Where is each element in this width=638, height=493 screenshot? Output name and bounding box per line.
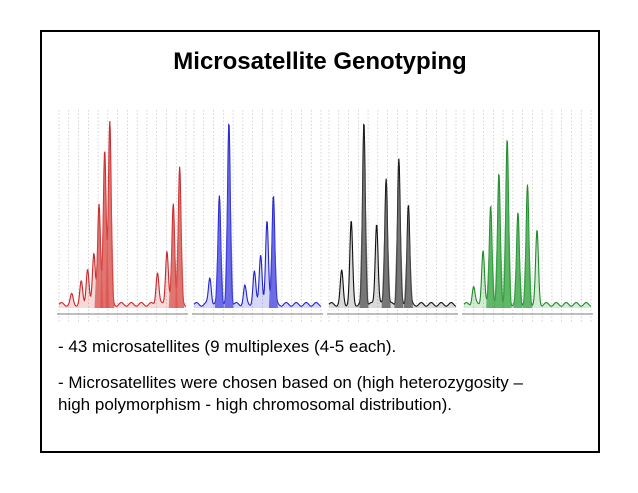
peak-red-9	[168, 207, 178, 308]
peak-black-6	[403, 207, 413, 308]
peak-black-2	[359, 125, 369, 308]
bullet-selection-criteria: - Microsatellites were chosen based on (…	[58, 372, 523, 416]
trace-fill-blue	[194, 124, 321, 308]
peak-red-6	[105, 125, 115, 308]
slide-frame: Microsatellite Genotyping - 43 microsate…	[40, 30, 600, 453]
peak-green-4	[502, 144, 512, 308]
trace-line-green	[463, 140, 592, 307]
peak-blue-7	[268, 198, 278, 308]
electropherogram-traces	[57, 110, 593, 322]
bullet-microsatellite-count: - 43 microsatellites (9 multiplexes (4-5…	[58, 337, 397, 356]
trace-line-black	[328, 123, 457, 307]
peak-black-4	[381, 180, 391, 308]
peak-black-5	[394, 162, 404, 308]
peak-green-3	[494, 176, 504, 308]
peak-green-6	[523, 189, 532, 308]
peak-green-2	[486, 207, 496, 308]
bullet-selection-criteria-line-1: - Microsatellites were chosen based on (…	[58, 373, 523, 392]
trace-fill-black	[329, 124, 456, 308]
trace-line-blue	[193, 123, 322, 307]
bullet-selection-criteria-line-2: high polymorphism - high chromosomal dis…	[58, 395, 452, 414]
slide-title: Microsatellite Genotyping	[173, 48, 467, 75]
peak-blue-1	[214, 198, 224, 308]
peak-red-10	[175, 171, 185, 308]
peak-blue-2	[224, 125, 234, 308]
trace-fill-red	[59, 120, 186, 309]
peak-green-5	[513, 216, 523, 308]
trace-line-red	[58, 120, 187, 307]
